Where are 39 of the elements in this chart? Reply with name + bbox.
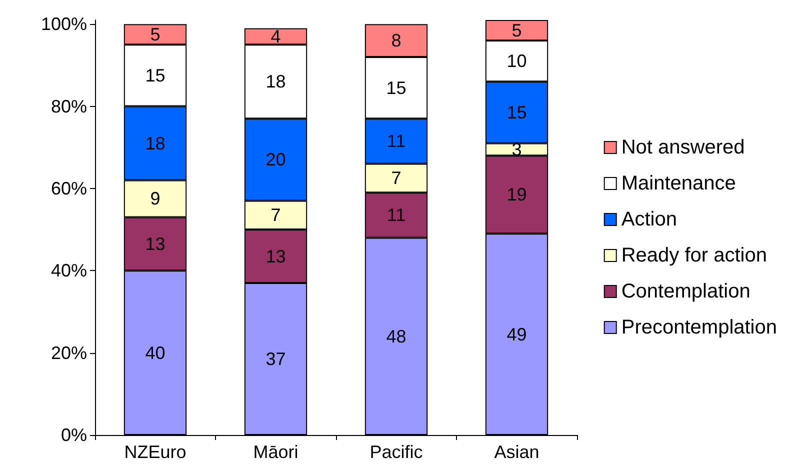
data-label: 15 [386, 78, 406, 98]
data-label: 5 [512, 20, 522, 40]
data-label: 9 [150, 188, 160, 209]
data-label: 11 [386, 131, 406, 152]
data-label: 20 [266, 150, 286, 170]
data-label: 18 [266, 72, 286, 92]
legend-label: Precontemplation [621, 316, 778, 338]
data-label: 40 [145, 342, 166, 363]
x-tick-label: Asian [494, 442, 540, 462]
y-tick-label: 80% [50, 96, 87, 116]
legend-label: Ready for action [621, 244, 767, 266]
legend-label: Contemplation [621, 280, 750, 302]
data-label: 48 [386, 326, 406, 346]
data-label: 4 [270, 26, 281, 46]
y-tick-label: 100% [40, 14, 87, 34]
data-label: 8 [391, 30, 402, 51]
data-label: 5 [150, 24, 160, 44]
data-label: 49 [506, 324, 527, 344]
data-label: 37 [266, 348, 286, 369]
legend-label: Not answered [621, 136, 745, 158]
y-tick-label: 20% [50, 342, 87, 363]
data-label: 10 [506, 51, 527, 72]
x-tick-label: NZEuro [124, 442, 186, 462]
y-tick-label: 60% [50, 178, 87, 198]
legend-label: Action [621, 208, 677, 230]
data-label: 7 [391, 168, 402, 188]
legend-label: Maintenance [621, 172, 736, 194]
data-label: 13 [266, 246, 286, 266]
data-label: 7 [270, 205, 281, 226]
data-label: 15 [145, 65, 166, 86]
data-label: 19 [506, 184, 527, 205]
y-tick-label: 40% [50, 260, 87, 281]
data-label: 11 [386, 205, 406, 226]
data-label: 13 [145, 234, 166, 254]
data-label: 18 [145, 133, 166, 154]
x-tick-label: Māori [253, 442, 298, 462]
y-tick-label: 0% [60, 425, 87, 445]
x-tick-label: Pacific [370, 442, 423, 462]
data-label: 15 [506, 102, 527, 122]
